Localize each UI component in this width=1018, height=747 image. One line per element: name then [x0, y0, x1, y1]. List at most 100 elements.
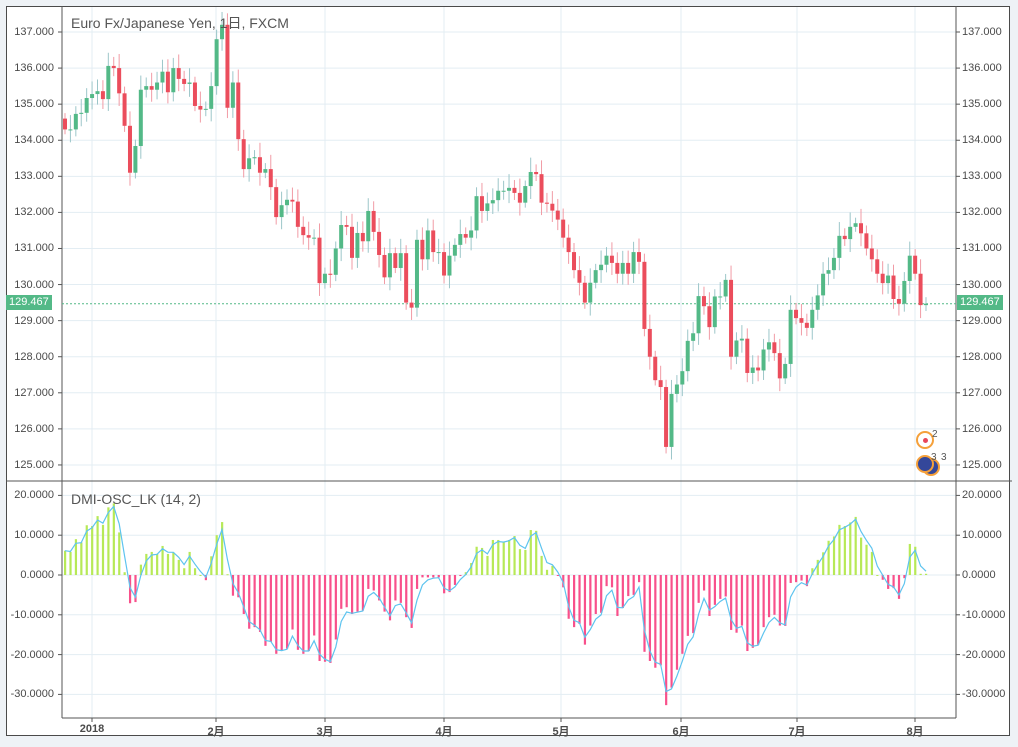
candle-body	[810, 309, 815, 328]
osc-histogram-bar	[784, 575, 787, 626]
candle-body	[636, 252, 641, 262]
osc-histogram-bar	[383, 575, 386, 612]
indicator-title: DMI-OSC_LK (14, 2)	[71, 491, 201, 507]
osc-histogram-bar	[80, 542, 83, 575]
osc-histogram-bar	[166, 553, 170, 575]
candle-body	[138, 89, 143, 147]
osc-tick-label: -20.0000	[10, 648, 54, 661]
osc-histogram-bar	[156, 553, 159, 575]
price-tick-label: 132.000	[962, 206, 1002, 219]
candle-body	[772, 342, 777, 354]
candle-body	[620, 262, 625, 274]
osc-histogram-bar	[388, 575, 392, 621]
osc-histogram-bar	[551, 565, 554, 575]
price-tick-label: 125.000	[962, 458, 1002, 471]
osc-histogram-bar	[800, 575, 803, 581]
osc-histogram-bar	[919, 573, 922, 575]
candle-body	[198, 105, 203, 110]
osc-tick-label: 10.0000	[962, 529, 1002, 542]
candle-body	[414, 239, 419, 308]
candle-body	[398, 253, 403, 268]
candle-body	[68, 129, 73, 131]
osc-histogram-bar	[64, 550, 67, 575]
osc-tick-label: 0.0000	[20, 569, 54, 581]
candle-body	[220, 24, 225, 40]
osc-histogram-bar	[751, 575, 754, 648]
osc-histogram-bar	[378, 575, 381, 601]
candle-body	[913, 255, 918, 274]
candle-body	[685, 340, 690, 372]
candle-body	[122, 93, 127, 126]
candle-body	[539, 174, 544, 203]
osc-histogram-bar	[513, 535, 516, 575]
osc-histogram-bar	[128, 575, 132, 604]
osc-histogram-bar	[323, 575, 327, 662]
candle-body	[718, 296, 723, 298]
candle-body	[777, 353, 782, 379]
osc-histogram-bar	[237, 575, 240, 598]
candle-body	[328, 273, 333, 275]
candle-body	[555, 210, 560, 220]
candle-body	[653, 356, 658, 381]
candle-body	[230, 82, 235, 108]
candle-body	[701, 296, 706, 307]
candle-body	[886, 275, 891, 284]
candle-body	[582, 282, 587, 303]
osc-histogram-bar	[610, 575, 614, 588]
candle-body	[165, 71, 170, 93]
candle-body	[241, 139, 246, 170]
osc-tick-label: -30.0000	[10, 688, 54, 701]
candle-body	[90, 94, 95, 99]
candle-body	[349, 226, 354, 258]
eu-flag-icon[interactable]	[916, 455, 934, 473]
price-tick-label: 137.000	[962, 26, 1002, 38]
price-tick-label: 126.000	[14, 422, 54, 435]
osc-histogram-bar	[275, 575, 278, 654]
osc-histogram-bar	[767, 575, 771, 618]
osc-histogram-bar	[480, 547, 484, 575]
osc-histogram-bar	[865, 544, 868, 575]
candle-body	[848, 226, 853, 240]
osc-histogram-bar	[410, 575, 413, 628]
event-marker-icon[interactable]	[916, 431, 934, 449]
osc-tick-label: 20.0000	[962, 489, 1002, 502]
price-tick-label: 133.000	[14, 170, 54, 183]
candle-body	[95, 91, 100, 95]
candle-body	[691, 333, 696, 341]
candle-body	[469, 230, 474, 238]
price-tick-label: 134.000	[962, 134, 1002, 147]
osc-histogram-bar	[702, 575, 706, 591]
osc-histogram-bar	[345, 575, 348, 608]
osc-histogram-bar	[681, 575, 684, 654]
time-tick-label: 2月	[207, 726, 225, 738]
osc-histogram-bar	[762, 575, 765, 628]
candle-body	[669, 393, 674, 447]
candle-body	[712, 296, 717, 328]
osc-histogram-bar	[524, 549, 527, 575]
osc-tick-label: 20.0000	[14, 489, 54, 502]
candle-body	[572, 252, 577, 271]
candle-body	[420, 239, 425, 260]
osc-histogram-bar	[887, 575, 890, 589]
osc-histogram-bar	[215, 535, 218, 575]
osc-histogram-bar	[123, 572, 126, 575]
candle-body	[111, 65, 116, 69]
osc-histogram-bar	[719, 575, 722, 599]
candle-body	[534, 171, 539, 175]
time-tick-label: 4月	[435, 726, 453, 738]
candle-body	[837, 235, 842, 258]
osc-histogram-bar	[372, 575, 375, 591]
candle-body	[647, 328, 652, 357]
candle-body	[902, 280, 907, 304]
osc-histogram-bar	[924, 573, 928, 575]
osc-histogram-bar	[101, 524, 105, 575]
candle-body	[783, 363, 788, 379]
time-tick-label: 6月	[672, 726, 690, 738]
osc-histogram-bar	[193, 568, 197, 575]
candle-body	[788, 309, 793, 364]
candle-body	[577, 270, 582, 283]
osc-histogram-bar	[443, 575, 446, 594]
candle-body	[171, 68, 176, 93]
osc-histogram-bar	[789, 575, 792, 583]
